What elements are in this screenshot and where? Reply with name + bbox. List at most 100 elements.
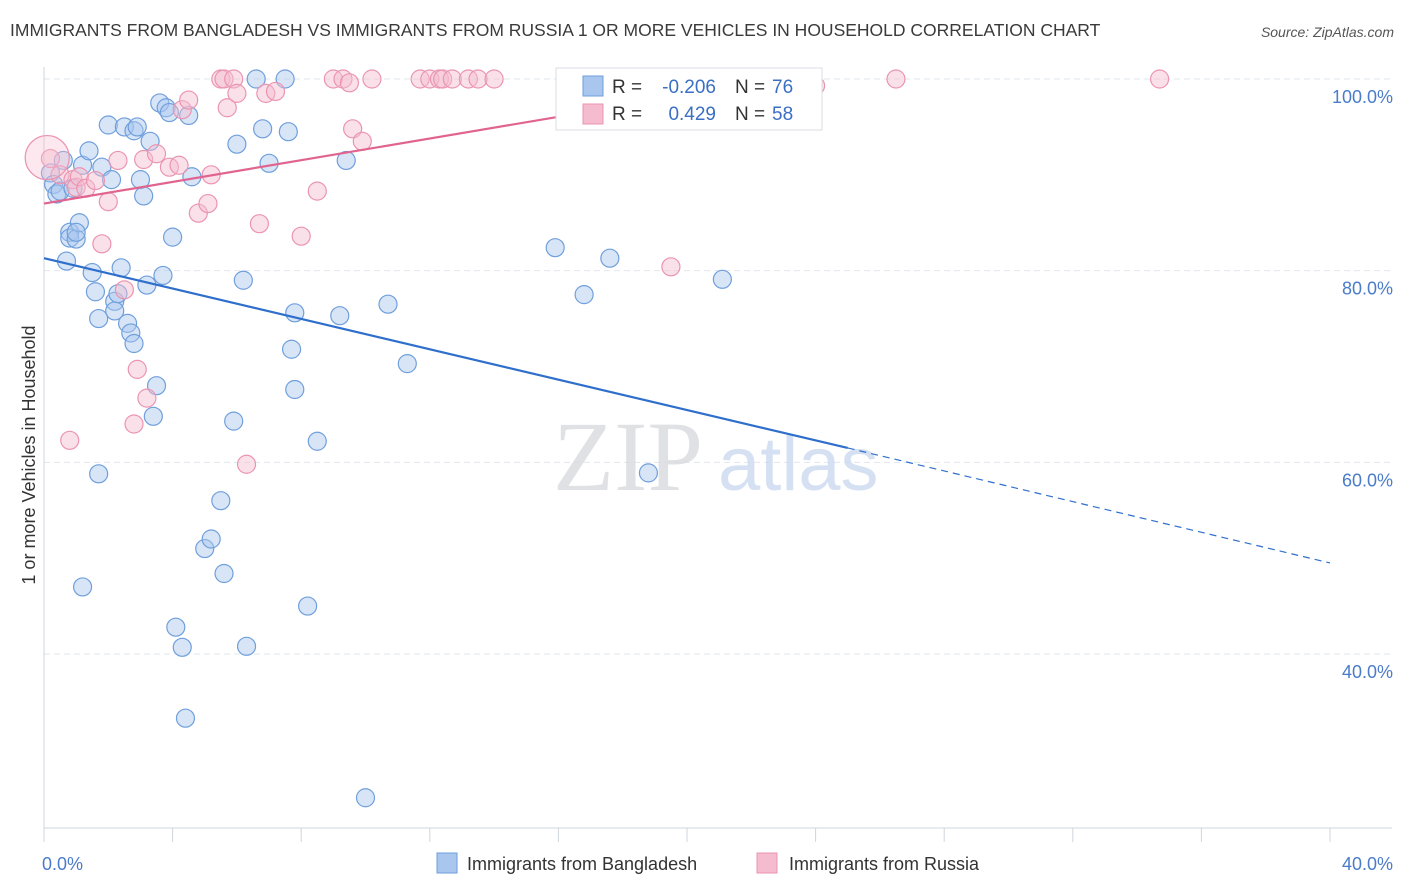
russia-point xyxy=(217,98,237,118)
russia-point xyxy=(265,81,286,102)
bangladesh-point xyxy=(72,577,93,597)
bangladesh-point xyxy=(545,238,565,258)
bangladesh-point xyxy=(175,708,196,728)
series-legend: Immigrants from Bangladesh Immigrants fr… xyxy=(436,852,980,874)
bangladesh-point xyxy=(134,186,154,206)
russia-point xyxy=(137,388,157,408)
bangladesh-point xyxy=(66,222,86,242)
russia-point xyxy=(69,167,89,187)
bangladesh-point xyxy=(40,163,61,183)
russia-point xyxy=(127,359,147,379)
bangladesh-point xyxy=(227,134,247,154)
russia-point xyxy=(179,90,199,110)
russia-point xyxy=(40,148,61,169)
grid-lines xyxy=(44,78,1392,655)
russia-point xyxy=(146,144,167,164)
russia-point xyxy=(114,280,134,300)
russia-point xyxy=(224,69,244,89)
bangladesh-point xyxy=(89,464,109,484)
bangladesh-point xyxy=(66,229,86,249)
bangladesh-point xyxy=(330,306,350,326)
bangladesh-point xyxy=(253,119,273,139)
russia-point xyxy=(92,234,112,254)
bangladesh-point xyxy=(246,69,266,89)
y-tick-label-80: 80.0% xyxy=(1342,279,1393,299)
source-label: Source: ZipAtlas.com xyxy=(1260,24,1394,40)
series-legend-swatch-bangladesh xyxy=(436,852,458,874)
bangladesh-point xyxy=(172,637,192,657)
bangladesh-point xyxy=(298,596,318,616)
bangladesh-point xyxy=(600,248,620,268)
russia-point xyxy=(1150,69,1170,89)
chart-title: IMMIGRANTS FROM BANGLADESH VS IMMIGRANTS… xyxy=(10,20,1101,40)
watermark-atlas: atlas xyxy=(718,422,879,507)
russia-point xyxy=(256,83,276,103)
bangladesh-point xyxy=(121,323,141,343)
bangladesh-point xyxy=(85,282,106,302)
russia-point xyxy=(352,131,372,151)
russia-point xyxy=(458,69,478,89)
y-tick-label-100: 100.0% xyxy=(1332,87,1393,107)
russia-point xyxy=(362,69,382,89)
bangladesh-point xyxy=(127,117,147,137)
legend-n-label-pink: N = xyxy=(735,104,765,125)
legend-r-value-pink: 0.429 xyxy=(668,104,716,125)
bangladesh-point xyxy=(163,227,183,247)
watermark-zip: ZIP xyxy=(553,401,703,512)
russia-point xyxy=(198,193,218,214)
bangladesh-point xyxy=(397,354,417,374)
russia-point xyxy=(124,414,144,434)
legend-r-label-blue: R = xyxy=(612,77,642,98)
y-axis-title: 1 or more Vehicles in Household xyxy=(19,325,39,584)
russia-point xyxy=(188,203,208,223)
bangladesh-point xyxy=(79,141,99,161)
trend-line-bangladesh xyxy=(43,257,849,450)
bangladesh-point xyxy=(214,563,234,584)
bangladesh-point xyxy=(124,333,144,354)
legend-n-value-blue: 76 xyxy=(772,77,793,98)
series-legend-swatch-russia xyxy=(756,852,778,874)
bangladesh-point xyxy=(82,262,102,283)
bangladesh-point xyxy=(278,122,298,142)
bangladesh-point xyxy=(140,131,160,151)
bangladesh-point xyxy=(307,431,327,451)
bangladesh-point xyxy=(201,529,221,549)
bangladesh-point xyxy=(211,491,231,511)
bangladesh-point xyxy=(336,150,356,171)
bangladesh-point xyxy=(355,788,376,808)
russia-point xyxy=(307,181,327,201)
russia-point xyxy=(249,214,270,234)
axes xyxy=(43,67,1392,842)
russia-point xyxy=(60,430,80,450)
russia-point xyxy=(323,69,343,89)
bangladesh-point xyxy=(98,115,118,135)
bangladesh-point xyxy=(130,170,151,190)
russia-point xyxy=(661,257,681,277)
bangladesh-point xyxy=(89,308,109,329)
russia-point-cluster xyxy=(24,134,70,181)
tick-labels: 40.0% 60.0% 80.0% 100.0% 0.0% 40.0% xyxy=(42,87,1393,874)
russia-point xyxy=(410,69,430,89)
y-tick-label-40: 40.0% xyxy=(1342,662,1393,682)
bangladesh-point xyxy=(224,411,244,431)
legend-swatch-pink xyxy=(582,103,604,125)
bangladesh-point xyxy=(72,155,93,175)
bangladesh-point xyxy=(233,270,253,290)
series-legend-label-bangladesh: Immigrants from Bangladesh xyxy=(467,854,697,874)
russia-point xyxy=(291,226,311,246)
russia-point xyxy=(66,177,86,197)
bangladesh-point xyxy=(195,538,215,559)
bangladesh-point xyxy=(281,339,302,359)
russia-point xyxy=(339,73,360,93)
russia-point xyxy=(886,69,906,89)
russia-point xyxy=(169,155,189,175)
russia-point xyxy=(85,170,106,191)
bangladesh-point xyxy=(378,294,398,314)
bangladesh-point xyxy=(259,153,279,173)
bangladesh-point xyxy=(101,170,122,190)
russia-point xyxy=(227,83,247,103)
russia-point xyxy=(442,69,462,89)
legend-swatch-blue xyxy=(582,75,604,97)
legend-r-value-blue: -0.206 xyxy=(662,77,716,98)
russia-point xyxy=(108,150,128,171)
